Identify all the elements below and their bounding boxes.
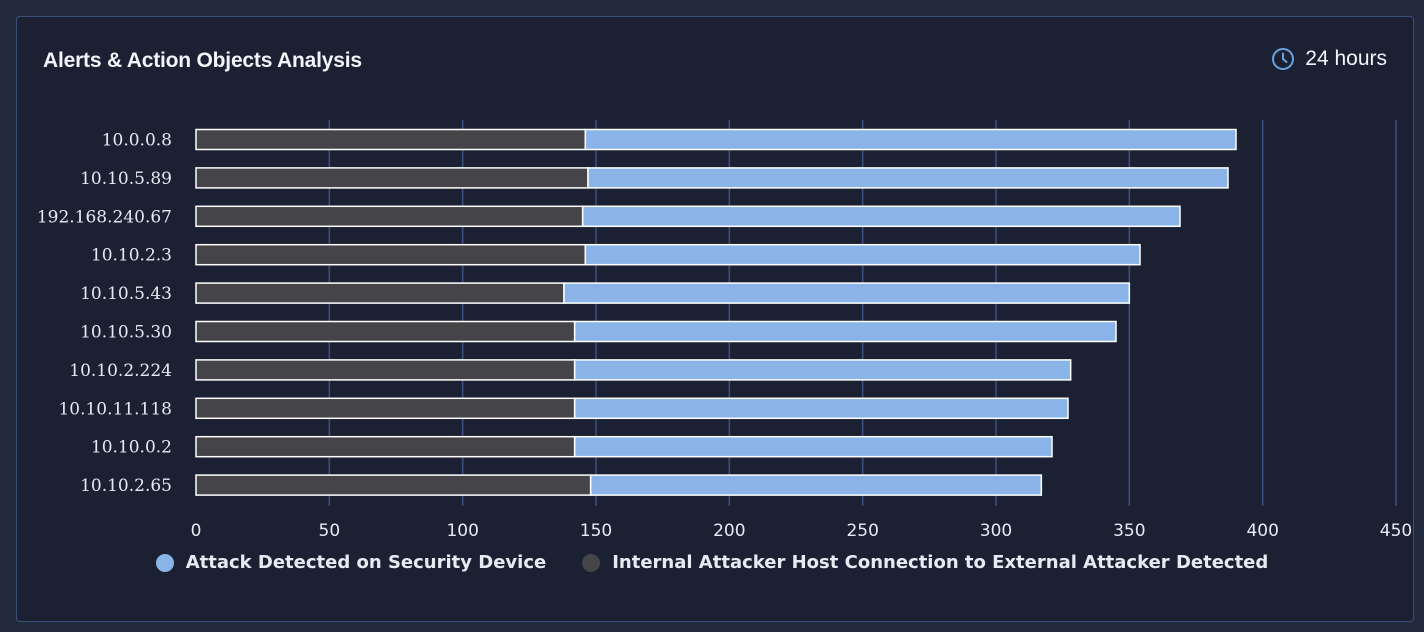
bar-segment-attack[interactable] — [584, 128, 1237, 151]
y-axis-labels: 10.0.0.8 10.10.5.89 192.168.240.67 10.10.2.… — [37, 131, 172, 497]
bar-segment-internal[interactable] — [195, 205, 584, 228]
bar-segment-attack[interactable] — [581, 205, 1181, 228]
x-tick-label: 300 — [980, 521, 1012, 541]
x-tick-label: 150 — [580, 521, 612, 541]
bar-segment-internal[interactable] — [195, 359, 576, 381]
y-category-label: 10.0.0.8 — [102, 131, 172, 151]
x-tick-label: 200 — [713, 521, 745, 541]
bar-segment-attack[interactable] — [563, 282, 1131, 304]
bar-segment-attack[interactable] — [573, 397, 1069, 420]
bar-segment-internal[interactable] — [195, 320, 576, 343]
bar-segment-internal[interactable] — [195, 474, 592, 496]
x-tick-label: 450 — [1380, 521, 1412, 541]
x-tick-label: 250 — [846, 521, 878, 541]
bar-segment-attack[interactable] — [589, 474, 1043, 496]
bar-segment-attack[interactable] — [573, 435, 1053, 458]
bar-segment-attack[interactable] — [587, 167, 1229, 189]
legend-dot-icon — [582, 553, 601, 572]
x-axis-labels: 0 50 100 150 200 250 300 350 400 450 — [191, 521, 1413, 541]
y-category-label: 10.10.2.3 — [91, 246, 172, 266]
legend-label: Attack Detected on Security Device — [185, 552, 547, 573]
x-tick-label: 350 — [1113, 521, 1145, 541]
y-category-label: 10.10.5.43 — [80, 284, 172, 304]
y-category-label: 10.10.2.65 — [80, 476, 172, 496]
bar-segment-internal[interactable] — [195, 397, 576, 420]
legend-item[interactable]: Attack Detected on Security Device — [155, 552, 547, 573]
bar-segment-attack[interactable] — [573, 359, 1072, 381]
y-category-label: 10.10.2.224 — [69, 361, 172, 381]
y-category-label: 10.10.0.2 — [91, 438, 172, 458]
x-tick-label: 400 — [1246, 521, 1278, 541]
legend: Attack Detected on Security Device Intern… — [0, 552, 1424, 573]
legend-dot-icon — [155, 553, 174, 572]
bar-segment-internal[interactable] — [195, 167, 589, 189]
x-tick-label: 50 — [319, 521, 341, 541]
clock-icon — [1272, 48, 1295, 70]
chart-panel: Alerts & Action Objects Analysis 24 hour… — [16, 16, 1414, 622]
bar-segment-internal[interactable] — [195, 243, 587, 266]
legend-item[interactable]: Internal Attacker Host Connection to Ext… — [582, 552, 1268, 573]
panel-title: Alerts & Action Objects Analysis — [43, 49, 362, 72]
bar-segment-attack[interactable] — [573, 320, 1117, 343]
x-tick-label: 0 — [191, 521, 202, 541]
y-category-label: 192.168.240.67 — [37, 207, 172, 227]
bars — [195, 128, 1237, 496]
bar-segment-internal[interactable] — [195, 435, 576, 458]
bar-segment-attack[interactable] — [584, 243, 1141, 266]
bar-segment-internal[interactable] — [195, 282, 565, 304]
x-tick-label: 100 — [446, 521, 478, 541]
y-category-label: 10.10.11.118 — [58, 399, 172, 419]
y-category-label: 10.10.5.30 — [80, 323, 172, 343]
timeframe-label: 24 hours — [1305, 47, 1387, 70]
y-category-label: 10.10.5.89 — [80, 169, 172, 189]
legend-label: Internal Attacker Host Connection to Ext… — [612, 552, 1269, 573]
bar-segment-internal[interactable] — [195, 128, 587, 151]
timeframe-selector[interactable]: 24 hours — [1271, 47, 1387, 71]
